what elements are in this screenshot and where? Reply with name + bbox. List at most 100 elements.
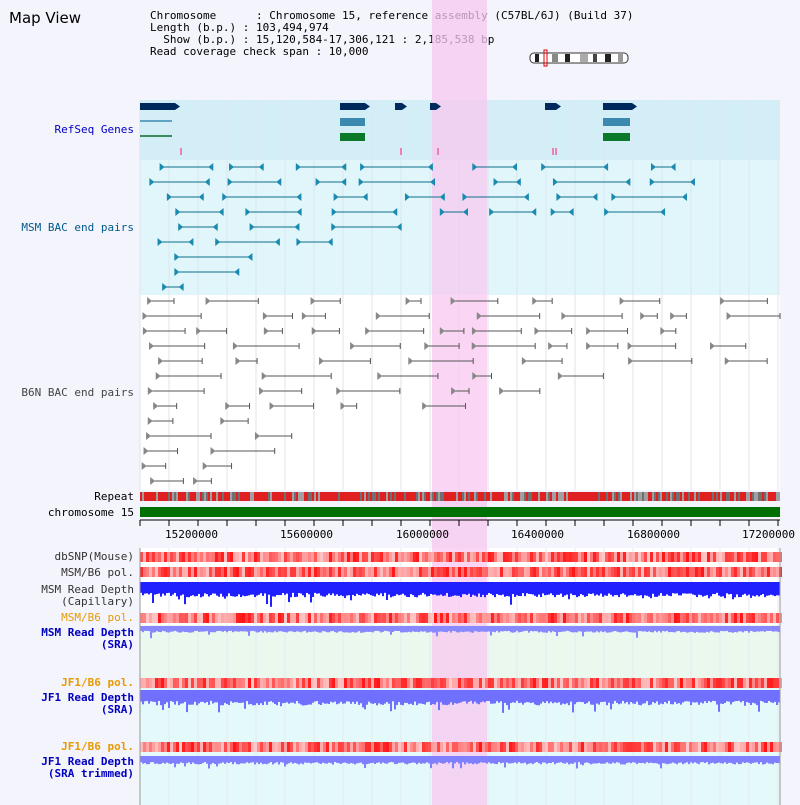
msm-bac-end [222,193,228,201]
depth-bar [300,626,302,633]
repeat-segment [666,492,668,501]
heat-cell [380,552,383,562]
heat-cell [440,552,443,562]
heat-cell [722,678,725,688]
depth-bar [644,582,646,596]
heat-cell [245,742,248,752]
depth-bar [256,582,258,596]
heat-cell [581,678,584,688]
heat-cell [428,552,431,562]
depth-bar [340,626,342,632]
heat-cell [563,567,566,577]
heat-cell [338,613,341,623]
heat-cell [509,552,512,562]
depth-bar [628,756,630,763]
heat-cell [698,613,701,623]
heat-cell [260,742,263,752]
heat-cell [722,552,725,562]
chromosome-bar [140,507,780,517]
depth-bar [224,756,226,764]
depth-bar [304,690,306,706]
repeat-segment [392,492,394,501]
track-label-msm-bac[interactable]: MSM BAC end pairs [21,221,134,234]
heat-cell [626,613,629,623]
depth-bar [260,690,262,704]
msm-bac-end [174,253,180,261]
repeat-segment [726,492,728,501]
depth-bar [402,690,404,706]
heat-cell [257,567,260,577]
heat-cell [773,567,776,577]
heat-cell [674,552,677,562]
repeat-segment [286,492,288,501]
depth-bar [716,626,718,633]
refseq-gene-arrow [632,103,637,110]
depth-bar [326,582,328,596]
heat-cell [701,678,704,688]
heat-cell [698,742,701,752]
depth-bar [210,582,212,595]
depth-bar [588,756,590,764]
depth-bar [432,690,434,705]
depth-bar [314,690,316,702]
heat-cell [515,613,518,623]
heat-cell [431,613,434,623]
depth-bar [610,582,612,595]
heat-cell [275,613,278,623]
b6n-bac-end [640,312,646,320]
depth-bar [308,756,310,763]
b6n-bac-end [149,342,155,350]
heat-cell [605,552,608,562]
b6n-bac-end [670,312,676,320]
heat-cell [680,742,683,752]
depth-bar [346,626,348,633]
heat-cell [746,567,749,577]
heat-cell [251,552,254,562]
depth-bar [308,582,310,595]
repeat-segment [720,492,722,501]
msm-bac-end [178,223,184,231]
depth-bar [490,690,492,704]
heat-cell [290,567,293,577]
depth-bar [240,690,242,703]
depth-bar [698,756,700,765]
depth-bar [552,690,554,704]
heat-cell [641,613,644,623]
repeat-segment [326,492,328,501]
depth-bar [588,582,590,594]
track-label-b6n-bac[interactable]: B6N BAC end pairs [21,386,134,399]
heat-cell [419,742,422,752]
track-label-refseq[interactable]: RefSeq Genes [54,123,134,136]
heat-cell [377,567,380,577]
depth-bar [408,756,410,764]
heat-cell [479,567,482,577]
depth-bar [154,626,156,633]
depth-bar [682,582,684,594]
heat-cell [656,567,659,577]
depth-bar [656,626,658,633]
depth-bar [636,690,638,702]
depth-bar [280,690,282,707]
depth-bar [730,690,732,705]
depth-bar [228,756,230,764]
depth-bar [210,690,212,701]
depth-bar [754,690,756,704]
heat-cell [554,678,557,688]
heat-cell [575,552,578,562]
heat-cell [743,613,746,623]
repeat-segment [446,492,448,501]
depth-bar [612,690,614,704]
heat-cell [278,613,281,623]
depth-bar [564,582,566,596]
heat-cell [233,552,236,562]
repeat-segment [636,492,638,501]
heat-cell [158,552,161,562]
heat-cell [341,552,344,562]
depth-bar [364,626,366,633]
depth-bar [466,582,468,595]
depth-bar [322,626,324,632]
heat-cell [632,678,635,688]
depth-bar [320,690,322,705]
heat-cell [311,742,314,752]
